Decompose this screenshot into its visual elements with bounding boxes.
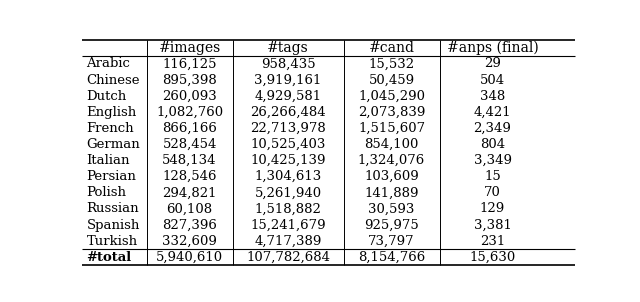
Text: 1,515,607: 1,515,607 (358, 122, 425, 135)
Text: 4,421: 4,421 (474, 106, 511, 119)
Text: 73,797: 73,797 (368, 235, 415, 248)
Text: 548,134: 548,134 (163, 154, 217, 167)
Text: 29: 29 (484, 57, 501, 70)
Text: 827,396: 827,396 (162, 219, 217, 232)
Text: #images: #images (159, 41, 221, 55)
Text: 141,889: 141,889 (364, 186, 419, 199)
Text: 4,929,581: 4,929,581 (255, 90, 322, 103)
Text: 866,166: 866,166 (162, 122, 217, 135)
Text: 8,154,766: 8,154,766 (358, 251, 425, 264)
Text: 332,609: 332,609 (162, 235, 217, 248)
Text: 895,398: 895,398 (162, 73, 217, 86)
Text: 10,525,403: 10,525,403 (250, 138, 326, 151)
Text: 348: 348 (480, 90, 505, 103)
Text: 5,261,940: 5,261,940 (255, 186, 322, 199)
Text: 1,045,290: 1,045,290 (358, 90, 425, 103)
Text: 528,454: 528,454 (163, 138, 217, 151)
Text: Persian: Persian (86, 170, 136, 183)
Text: German: German (86, 138, 140, 151)
Text: 3,349: 3,349 (474, 154, 511, 167)
Text: 925,975: 925,975 (364, 219, 419, 232)
Text: 15,241,679: 15,241,679 (250, 219, 326, 232)
Text: #cand: #cand (369, 41, 415, 55)
Text: 116,125: 116,125 (163, 57, 217, 70)
Text: 260,093: 260,093 (162, 90, 217, 103)
Text: Turkish: Turkish (86, 235, 138, 248)
Text: 5,940,610: 5,940,610 (156, 251, 223, 264)
Text: 129: 129 (480, 202, 505, 215)
Text: 15: 15 (484, 170, 501, 183)
Text: Spanish: Spanish (86, 219, 140, 232)
Text: 70: 70 (484, 186, 501, 199)
Text: 3,919,161: 3,919,161 (255, 73, 322, 86)
Text: 1,304,613: 1,304,613 (255, 170, 322, 183)
Text: 2,349: 2,349 (474, 122, 511, 135)
Text: 231: 231 (480, 235, 505, 248)
Text: 4,717,389: 4,717,389 (255, 235, 322, 248)
Text: 15,630: 15,630 (469, 251, 516, 264)
Text: 294,821: 294,821 (163, 186, 217, 199)
Text: Dutch: Dutch (86, 90, 127, 103)
Text: French: French (86, 122, 134, 135)
Text: #anps (final): #anps (final) (447, 40, 538, 55)
Text: 107,782,684: 107,782,684 (246, 251, 330, 264)
Text: 1,082,760: 1,082,760 (156, 106, 223, 119)
Text: 958,435: 958,435 (260, 57, 316, 70)
Text: 3,381: 3,381 (474, 219, 511, 232)
Text: 30,593: 30,593 (369, 202, 415, 215)
Text: 10,425,139: 10,425,139 (250, 154, 326, 167)
Text: #tags: #tags (268, 41, 309, 55)
Text: 103,609: 103,609 (364, 170, 419, 183)
Text: Russian: Russian (86, 202, 139, 215)
Text: 1,324,076: 1,324,076 (358, 154, 425, 167)
Text: 1,518,882: 1,518,882 (255, 202, 321, 215)
Text: Polish: Polish (86, 186, 127, 199)
Text: 15,532: 15,532 (369, 57, 415, 70)
Text: 804: 804 (480, 138, 505, 151)
Text: Chinese: Chinese (86, 73, 140, 86)
Text: English: English (86, 106, 137, 119)
Text: 26,266,484: 26,266,484 (250, 106, 326, 119)
Text: Italian: Italian (86, 154, 130, 167)
Text: 50,459: 50,459 (369, 73, 415, 86)
Text: #total: #total (86, 251, 132, 264)
Text: 60,108: 60,108 (166, 202, 212, 215)
Text: 504: 504 (480, 73, 505, 86)
Text: 128,546: 128,546 (163, 170, 217, 183)
Text: 854,100: 854,100 (364, 138, 419, 151)
Text: 2,073,839: 2,073,839 (358, 106, 425, 119)
Text: Arabic: Arabic (86, 57, 131, 70)
Text: 22,713,978: 22,713,978 (250, 122, 326, 135)
